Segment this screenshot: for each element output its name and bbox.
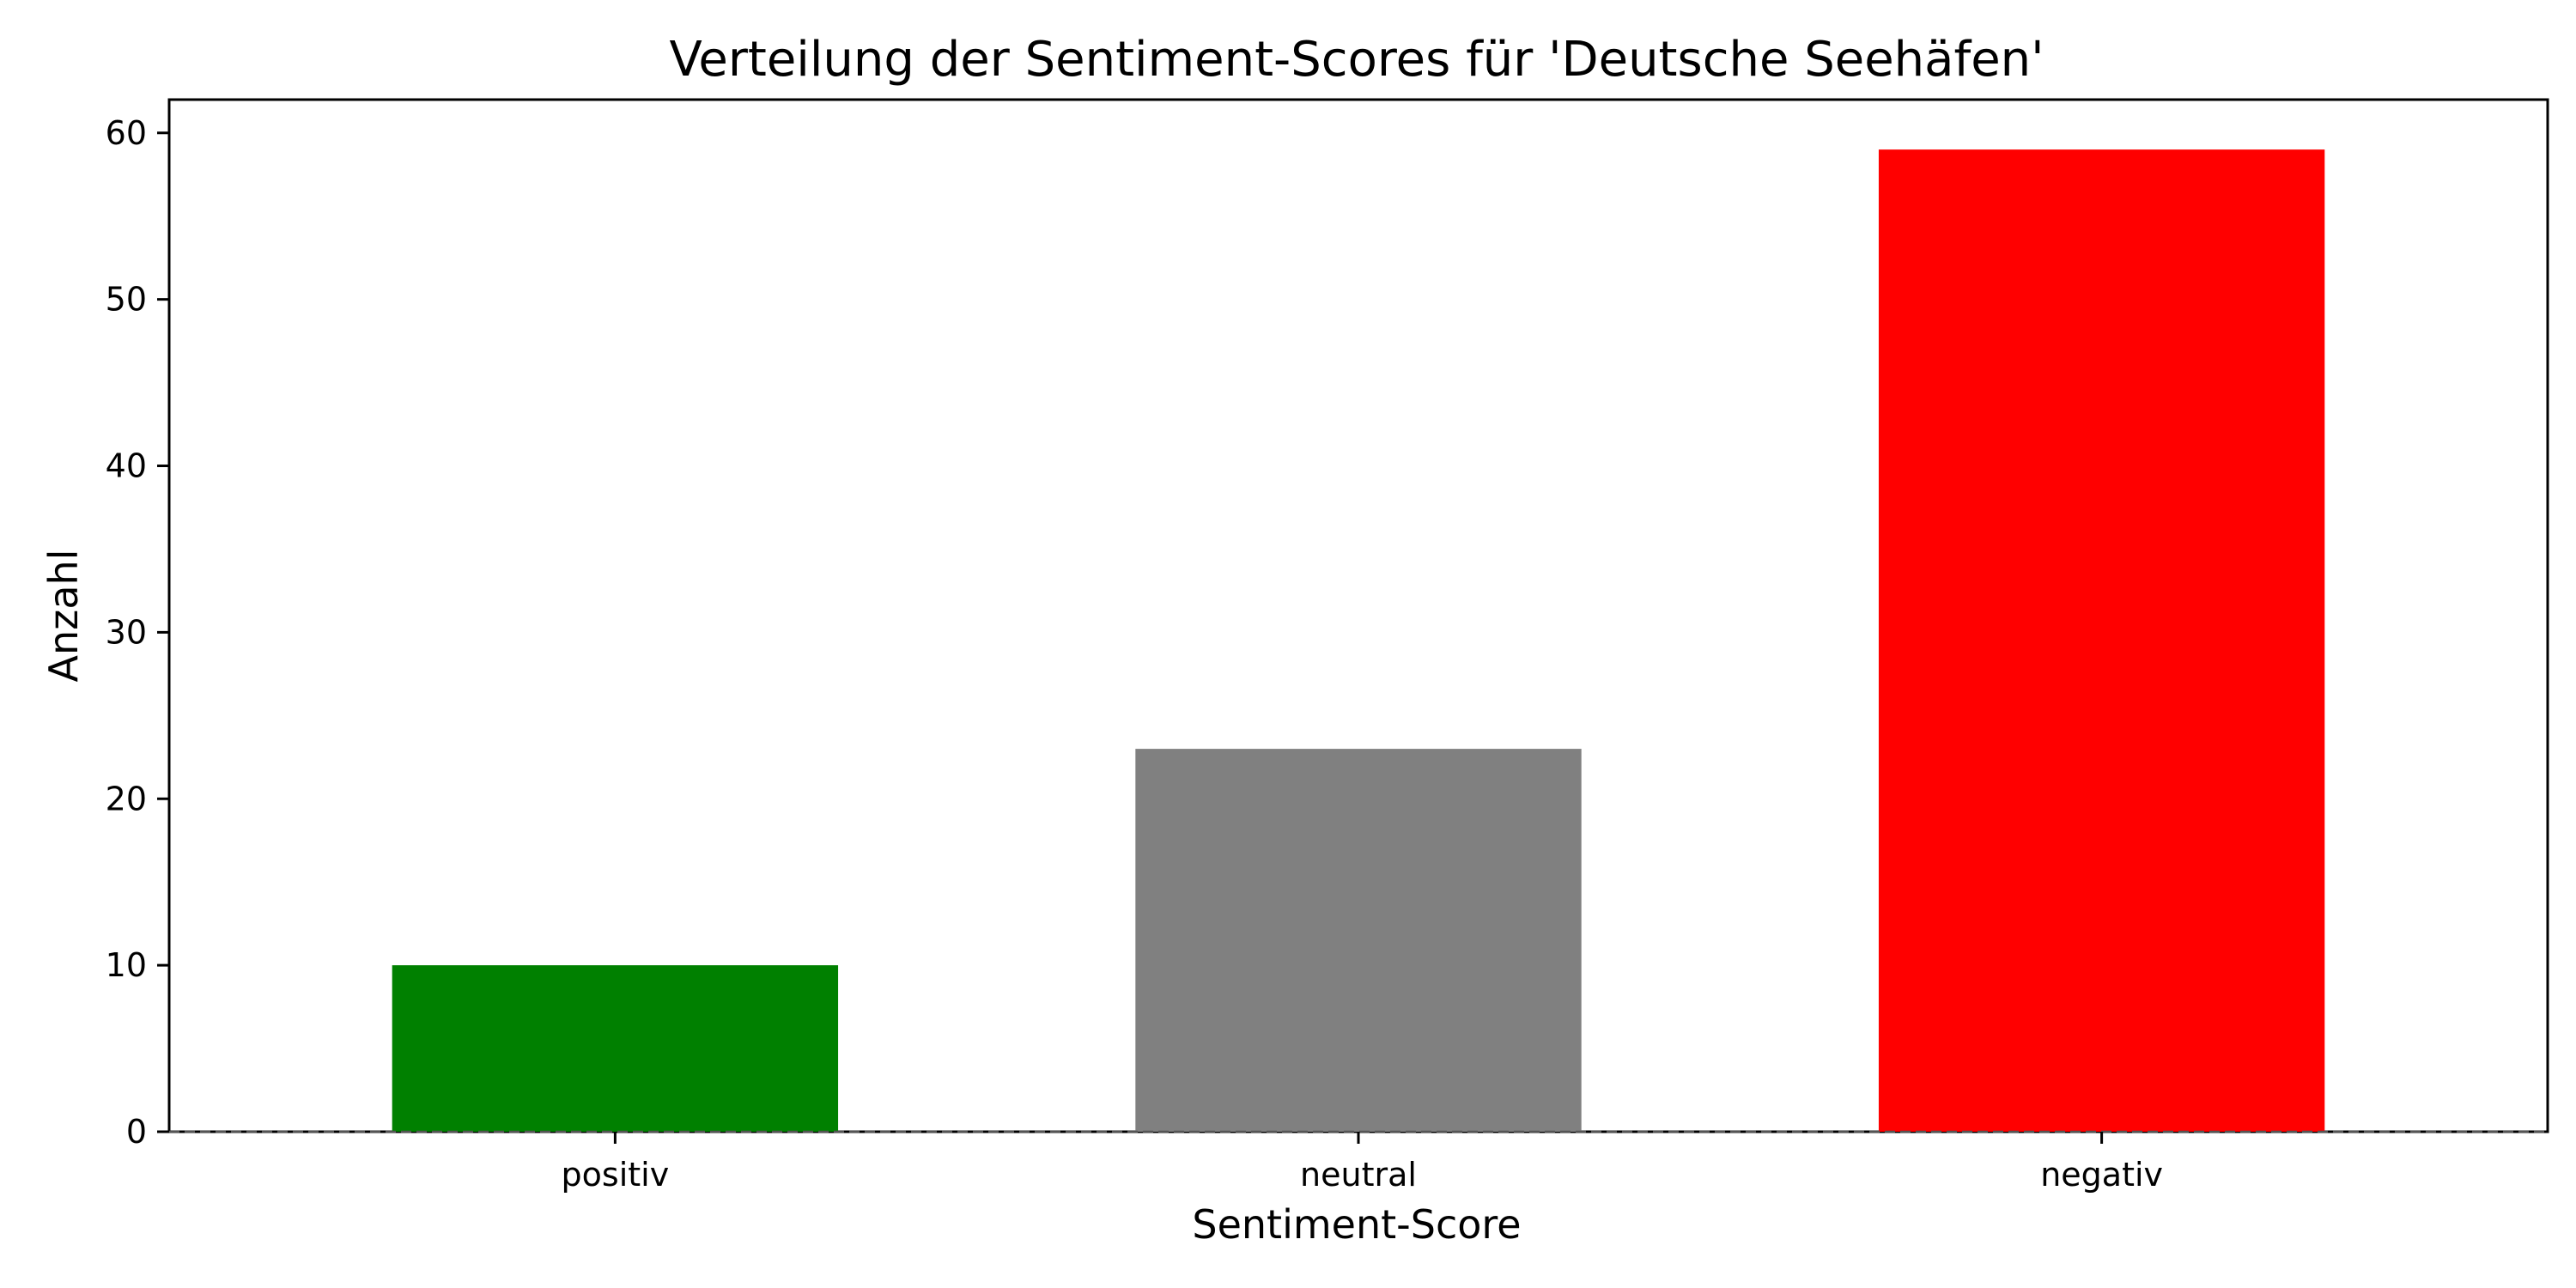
y-axis-ticks: 0 10 20 30 40 50 60 [106,114,169,1151]
bars-layer [392,149,2325,1133]
bar-positiv [392,965,839,1132]
y-axis-label: Anzahl [40,550,87,683]
x-axis-label: Sentiment-Score [1192,1201,1521,1248]
chart-title: Verteilung der Sentiment-Scores für 'Deu… [669,32,2044,88]
bar-negativ [1878,149,2325,1133]
x-axis-ticks: positiv neutral negativ [562,1132,2163,1194]
y-tick-label: 20 [106,780,147,817]
y-tick-label: 50 [106,281,147,319]
x-tick-label-positiv: positiv [562,1156,670,1194]
y-tick-label: 30 [106,613,147,651]
y-tick-label: 0 [126,1113,147,1151]
y-tick-label: 40 [106,447,147,485]
y-tick-label: 10 [106,946,147,984]
x-tick-label-negativ: negativ [2040,1156,2163,1194]
y-tick-label: 60 [106,114,147,152]
x-tick-label-neutral: neutral [1300,1156,1417,1194]
bar-neutral [1135,749,1582,1132]
